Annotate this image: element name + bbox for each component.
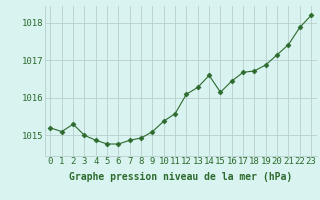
X-axis label: Graphe pression niveau de la mer (hPa): Graphe pression niveau de la mer (hPa) [69,172,292,182]
